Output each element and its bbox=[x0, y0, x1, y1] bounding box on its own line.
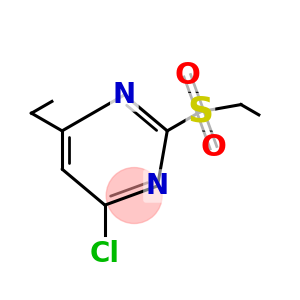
Circle shape bbox=[106, 168, 162, 224]
Text: N: N bbox=[113, 81, 136, 109]
Text: S: S bbox=[187, 95, 213, 129]
Text: O: O bbox=[174, 61, 200, 90]
Text: Cl: Cl bbox=[90, 240, 120, 268]
Text: N: N bbox=[146, 172, 169, 200]
Text: O: O bbox=[200, 133, 226, 162]
